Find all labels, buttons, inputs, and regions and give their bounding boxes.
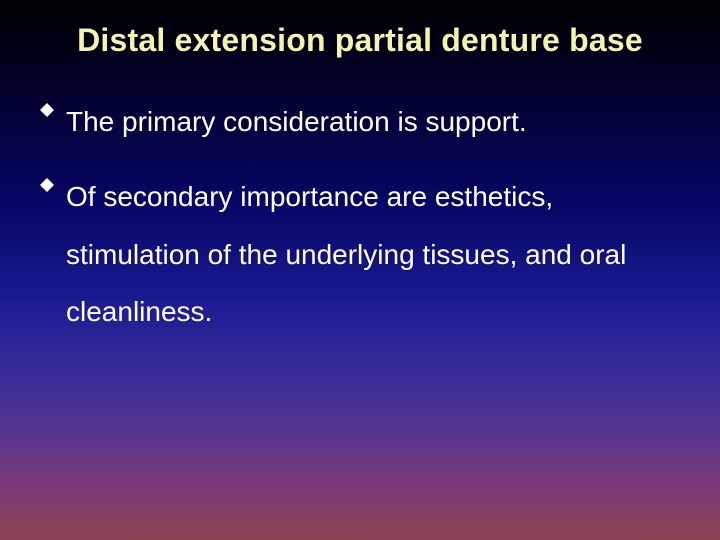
diamond-bullet-icon bbox=[40, 103, 54, 117]
bullet-item: The primary consideration is support. bbox=[40, 93, 690, 150]
bullet-gap bbox=[40, 150, 690, 168]
bullet-text: Of secondary importance are esthetics, s… bbox=[66, 168, 690, 340]
slide: Distal extension partial denture base Th… bbox=[0, 0, 720, 540]
diamond-bullet-icon bbox=[40, 178, 54, 192]
slide-title: Distal extension partial denture base bbox=[30, 22, 690, 59]
bullet-text: The primary consideration is support. bbox=[66, 93, 690, 150]
bullet-item: Of secondary importance are esthetics, s… bbox=[40, 168, 690, 340]
slide-body: The primary consideration is support. Of… bbox=[30, 93, 690, 341]
